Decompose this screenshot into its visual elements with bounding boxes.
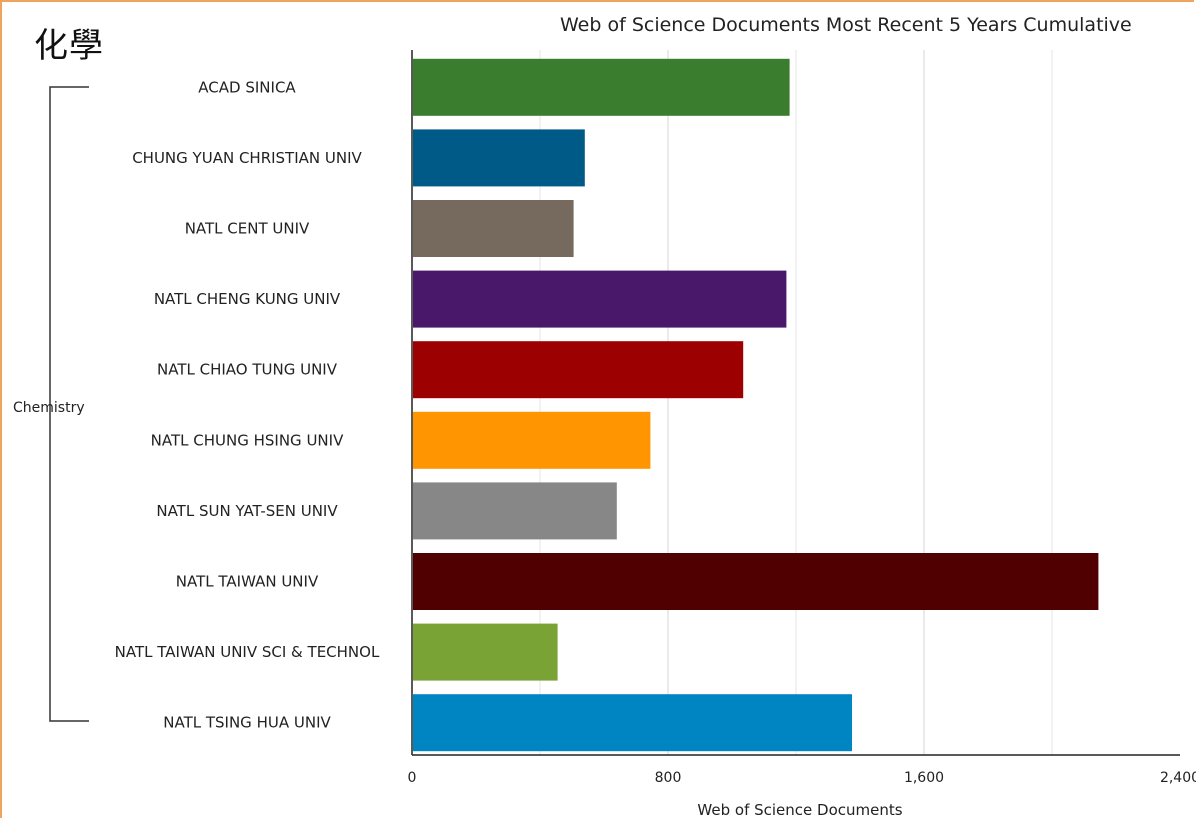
- group-bracket: Chemistry: [13, 86, 89, 722]
- group-label: Chemistry: [13, 400, 85, 416]
- category-label: NATL SUN YAT-SEN UNIV: [156, 502, 338, 520]
- bar: [413, 270, 787, 328]
- category-label: NATL TAIWAN UNIV SCI & TECHNOL: [115, 643, 380, 661]
- bar: [413, 58, 790, 116]
- category-label: NATL CHIAO TUNG UNIV: [157, 361, 338, 379]
- gridlines: [539, 50, 1053, 755]
- x-tick-label: 800: [655, 770, 682, 786]
- category-label: CHUNG YUAN CHRISTIAN UNIV: [132, 149, 362, 167]
- bar: [413, 623, 558, 681]
- bar: [413, 553, 1099, 610]
- tick-labels: 0 800 1,600 2,400: [408, 770, 1196, 786]
- category-label: NATL TAIWAN UNIV: [176, 573, 319, 591]
- page-title: 化學: [34, 26, 104, 66]
- category-label: NATL TSING HUA UNIV: [163, 714, 331, 732]
- x-axis-title: Web of Science Documents: [697, 801, 902, 819]
- x-tick-label: 0: [408, 770, 417, 786]
- category-label: NATL CENT UNIV: [185, 220, 310, 238]
- bar: [413, 482, 617, 540]
- category-label: ACAD SINICA: [198, 78, 296, 96]
- x-tick-label: 1,600: [904, 770, 944, 786]
- bars: [413, 58, 1099, 752]
- bar: [413, 694, 852, 752]
- bar: [413, 200, 574, 257]
- bar: [413, 411, 651, 469]
- category-label: NATL CHUNG HSING UNIV: [151, 431, 344, 449]
- category-labels: ACAD SINICA CHUNG YUAN CHRISTIAN UNIV NATL…: [115, 78, 380, 731]
- chart-title: Web of Science Documents Most Recent 5 Y…: [560, 14, 1132, 36]
- bar: [413, 129, 585, 187]
- category-label: NATL CHENG KUNG UNIV: [154, 290, 341, 308]
- x-tick-label: 2,400: [1160, 770, 1196, 786]
- bar: [413, 341, 744, 399]
- group-bracket-line: [49, 86, 89, 722]
- axes: [411, 50, 1180, 756]
